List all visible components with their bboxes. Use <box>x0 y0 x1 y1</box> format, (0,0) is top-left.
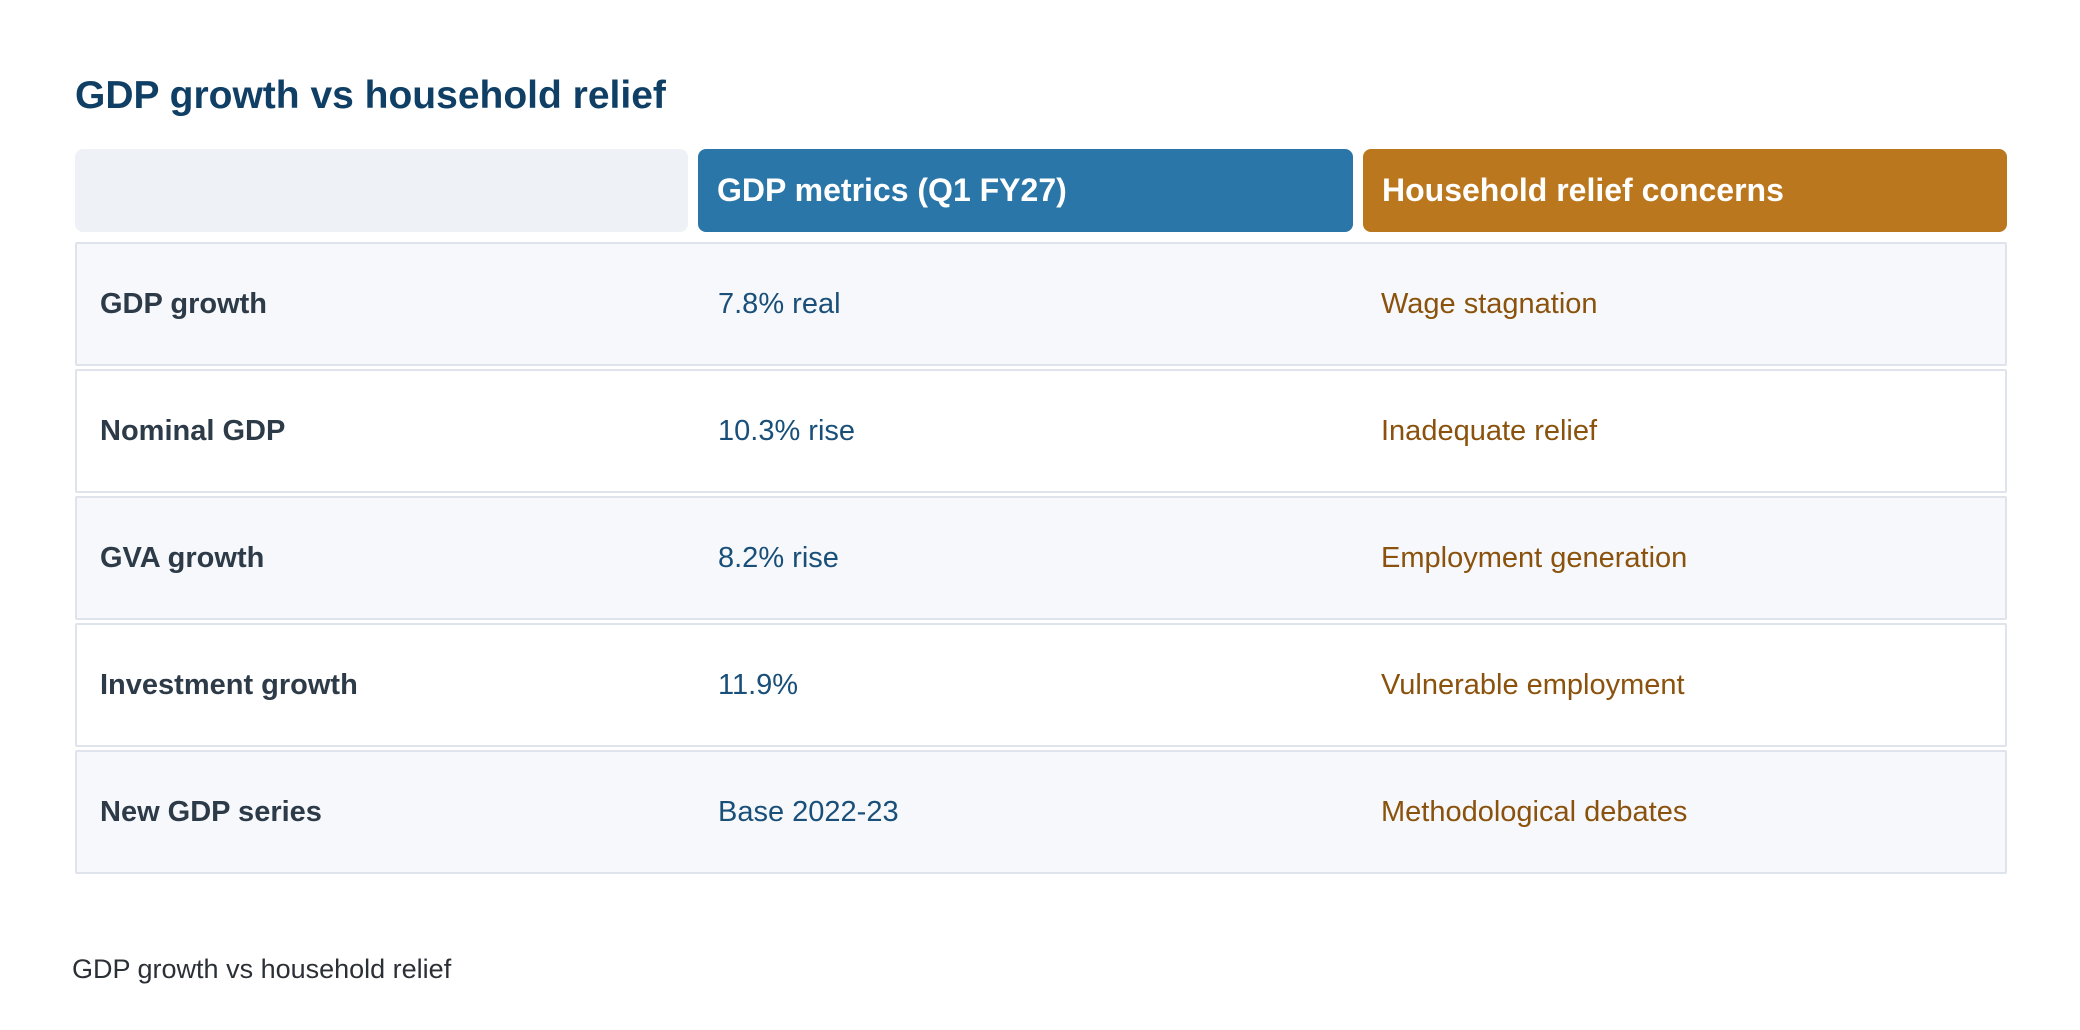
household-concern-value: Methodological debates <box>1381 795 1688 828</box>
household-concern-value: Employment generation <box>1381 541 1688 574</box>
header-gdp-metrics: GDP metrics (Q1 FY27) <box>698 149 1353 232</box>
gdp-metric-value: 7.8% real <box>718 287 841 320</box>
table-header-row: GDP metrics (Q1 FY27) Household relief c… <box>75 149 2007 232</box>
table-row: New GDP series Base 2022-23 Methodologic… <box>75 750 2007 874</box>
header-household-concerns: Household relief concerns <box>1363 149 2007 232</box>
figure-caption: GDP growth vs household relief <box>72 954 452 984</box>
table-row: Nominal GDP 10.3% rise Inadequate relief <box>75 369 2007 493</box>
row-label: New GDP series <box>100 795 322 828</box>
gdp-metric-value: 10.3% rise <box>718 414 856 447</box>
gdp-metric-value: 11.9% <box>718 668 799 701</box>
row-label: Investment growth <box>100 668 358 701</box>
comparison-table: GDP metrics (Q1 FY27) Household relief c… <box>75 149 2007 874</box>
table-row: Investment growth 11.9% Vulnerable emplo… <box>75 623 2007 747</box>
table-row: GVA growth 8.2% rise Employment generati… <box>75 496 2007 620</box>
header-blank-cell <box>75 149 688 232</box>
household-concern-value: Wage stagnation <box>1381 287 1598 320</box>
household-concern-value: Vulnerable employment <box>1381 668 1685 701</box>
row-label: Nominal GDP <box>100 414 286 447</box>
page-title: GDP growth vs household relief <box>75 74 666 117</box>
row-label: GDP growth <box>100 287 268 320</box>
gdp-metric-value: 8.2% rise <box>718 541 839 574</box>
gdp-metric-value: Base 2022-23 <box>718 795 899 828</box>
household-concern-value: Inadequate relief <box>1381 414 1598 447</box>
row-label: GVA growth <box>100 541 265 574</box>
table-row: GDP growth 7.8% real Wage stagnation <box>75 242 2007 366</box>
